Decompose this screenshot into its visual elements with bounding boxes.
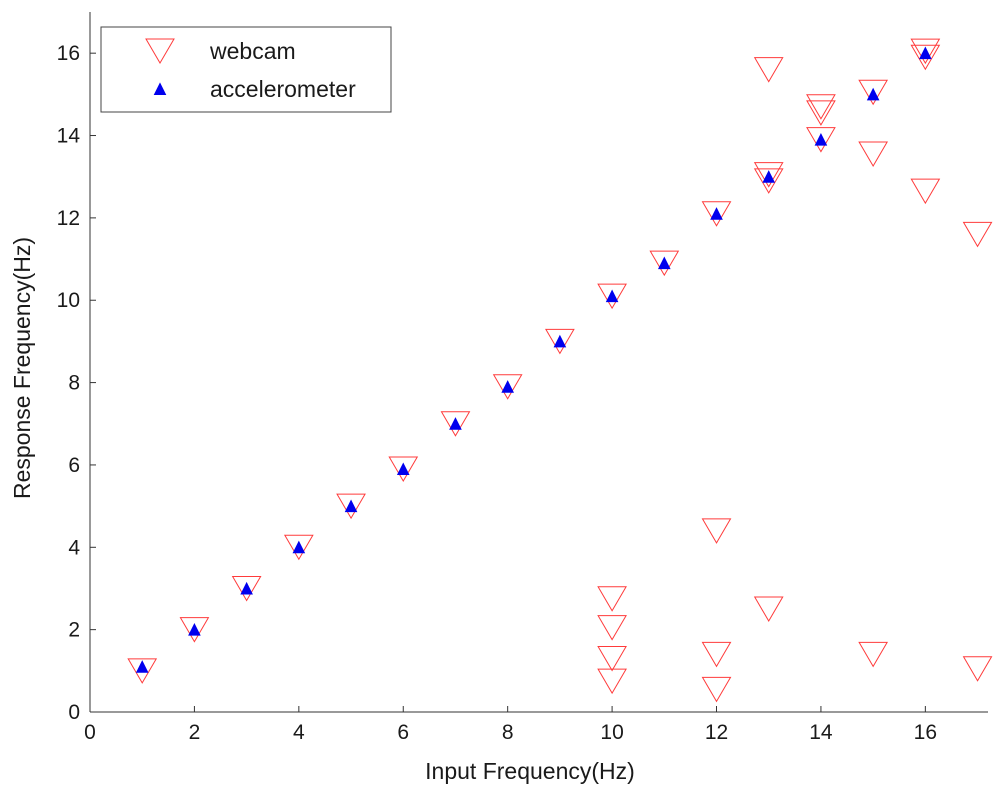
webcam-point — [910, 38, 941, 65]
accelerometer-point — [762, 170, 776, 183]
webcam-point — [858, 141, 889, 168]
webcam-point — [701, 641, 732, 668]
x-tick-label: 14 — [809, 721, 833, 744]
x-tick-label: 2 — [189, 721, 201, 744]
webcam-point — [701, 518, 732, 544]
webcam-point — [597, 615, 627, 641]
webcam-point — [753, 162, 784, 188]
webcam-point — [701, 201, 732, 227]
webcam-point — [597, 586, 627, 612]
webcam-point — [806, 127, 836, 153]
x-tick-label: 4 — [293, 721, 305, 744]
y-tick-label: 4 — [68, 536, 80, 559]
webcam-point — [492, 374, 523, 400]
y-tick-label: 6 — [68, 454, 80, 477]
webcam-point — [806, 100, 836, 126]
accelerometer-point — [188, 623, 201, 636]
x-tick-label: 6 — [397, 721, 409, 744]
webcam-point — [701, 676, 732, 703]
x-tick-label: 12 — [705, 721, 728, 744]
x-tick-label: 10 — [600, 721, 623, 744]
axis-ticks: 0 2 4 6 8 10 12 14 16 0 2 4 6 8 10 12 14 16 — [57, 42, 937, 744]
webcam-point — [753, 168, 784, 194]
legend-accelerometer-marker — [153, 82, 167, 95]
webcam-point — [910, 178, 941, 205]
y-tick-label: 10 — [57, 289, 80, 312]
x-tick-label: 0 — [84, 721, 96, 744]
y-axis-label: Response Frequency(Hz) — [9, 237, 35, 499]
legend-accelerometer-label: accelerometer — [210, 76, 356, 102]
webcam-point — [597, 283, 627, 310]
x-tick-label: 16 — [914, 721, 937, 744]
webcam-point — [179, 617, 210, 643]
webcam-point — [753, 57, 784, 83]
accelerometer-point — [866, 87, 880, 101]
accelerometer-point — [240, 581, 253, 595]
webcam-point — [858, 641, 889, 668]
accelerometer-point — [919, 46, 932, 60]
plot-axes — [89, 12, 988, 713]
webcam-point — [545, 328, 575, 355]
accelerometer-point — [135, 660, 149, 673]
webcam-point — [649, 250, 680, 277]
accelerometer-point — [814, 133, 828, 146]
y-tick-label: 0 — [68, 701, 80, 724]
webcam-point — [597, 668, 627, 695]
y-tick-label: 14 — [57, 125, 81, 148]
webcam-point — [231, 575, 262, 602]
x-axis-label: Input Frequency(Hz) — [425, 758, 635, 784]
accelerometer-point — [501, 380, 514, 393]
y-tick-label: 8 — [68, 372, 80, 395]
data-marks — [127, 38, 993, 703]
webcam-point — [962, 221, 993, 248]
accelerometer-point — [292, 540, 306, 554]
accelerometer-point — [657, 256, 671, 270]
accelerometer-point — [449, 417, 462, 430]
webcam-point — [962, 656, 993, 682]
webcam-point — [127, 658, 158, 684]
accelerometer-point — [605, 289, 619, 303]
y-tick-label: 2 — [68, 619, 80, 642]
accelerometer-point — [553, 334, 567, 348]
webcam-point — [597, 645, 627, 672]
webcam-point — [283, 534, 314, 561]
legend-webcam-marker — [145, 38, 175, 64]
webcam-point — [336, 493, 366, 520]
legend-box — [100, 26, 392, 113]
legend-webcam-label: webcam — [209, 38, 296, 64]
webcam-point — [806, 94, 836, 120]
accelerometer-point — [344, 499, 358, 513]
y-tick-label: 16 — [57, 42, 80, 65]
webcam-point — [440, 411, 471, 437]
y-tick-label: 12 — [57, 207, 80, 230]
webcam-point — [910, 44, 941, 71]
webcam-point — [388, 456, 419, 483]
webcam-point — [753, 596, 784, 623]
accelerometer-point — [396, 462, 410, 476]
x-tick-label: 8 — [502, 721, 514, 744]
webcam-point — [858, 79, 889, 106]
legend: webcam accelerometer — [100, 26, 392, 113]
accelerometer-point — [710, 207, 723, 220]
